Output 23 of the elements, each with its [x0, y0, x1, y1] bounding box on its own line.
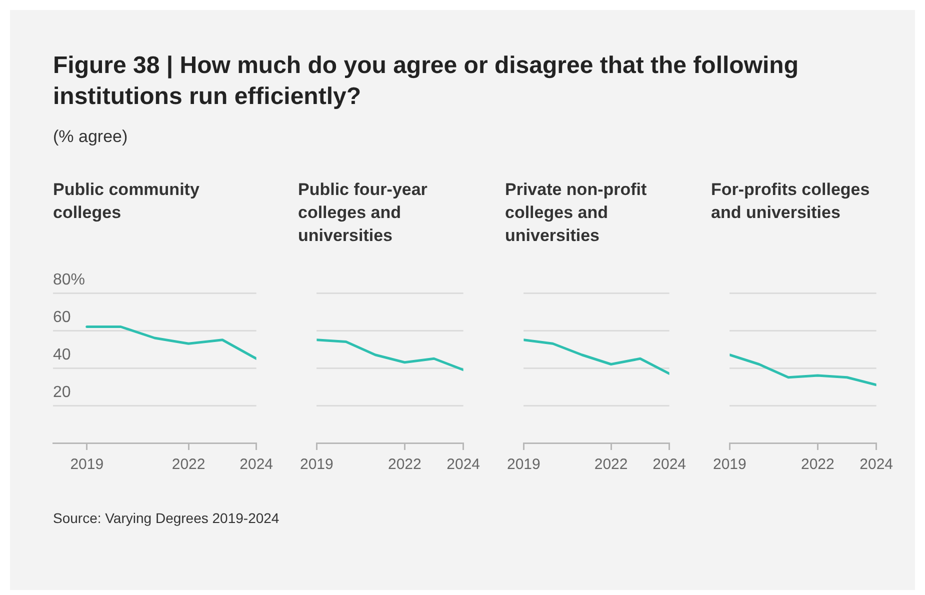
chart-title: Private non-profit colleges and universities — [505, 179, 648, 247]
x-tick-label: 2019 — [300, 456, 334, 474]
x-tick-label: 2024 — [240, 456, 274, 474]
y-tick-label: 80% — [53, 271, 86, 288]
chart-title: For-profits colleges and universities — [711, 179, 871, 224]
y-tick-label: 40 — [53, 346, 71, 364]
x-tick-label: 2022 — [800, 456, 834, 474]
y-tick-label: 60 — [53, 308, 71, 326]
x-tick-label: 2024 — [446, 456, 480, 474]
chart-title: Public community colleges — [53, 179, 200, 224]
x-tick-label: 2019 — [712, 456, 746, 474]
text: (% agree) — [53, 127, 128, 147]
x-tick-label: 2019 — [506, 456, 540, 474]
x-tick-label: 2019 — [70, 456, 104, 474]
y-tick-label: 20 — [53, 384, 71, 401]
x-tick-label: 2022 — [594, 456, 628, 474]
x-tick-label: 2022 — [172, 456, 206, 474]
chart-title: Public four-year colleges and universities — [298, 179, 428, 247]
x-tick-label: 2022 — [388, 456, 422, 474]
text: Figure 38 | How much do you agree or disagree that the following institutions run efficiently? — [53, 51, 800, 112]
source-note: Source: Varying Degrees 2019-2024 — [53, 510, 280, 526]
x-tick-label: 2024 — [652, 456, 686, 474]
x-tick-label: 2024 — [860, 456, 894, 474]
